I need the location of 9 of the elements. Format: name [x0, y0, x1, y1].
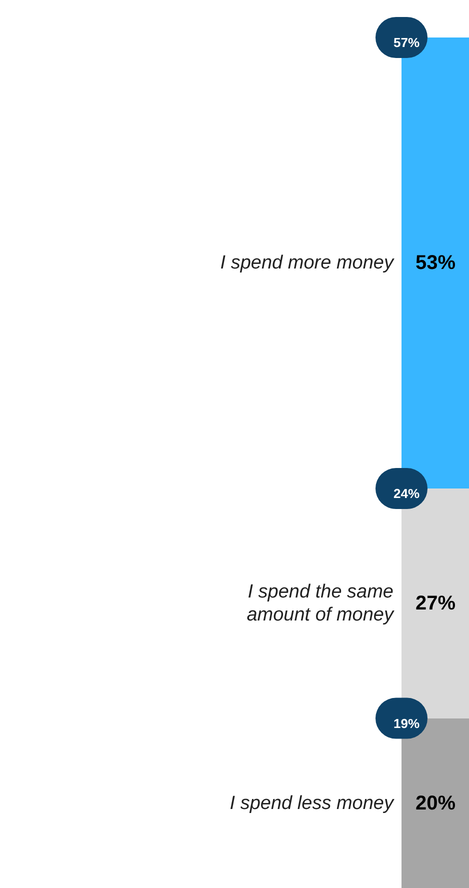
data-label: 27%: [415, 592, 456, 614]
series-label: I spend less money: [230, 792, 395, 814]
annotation: 19%: [393, 716, 420, 731]
annotation: 57%: [393, 35, 420, 50]
annotation: 24%: [393, 486, 420, 502]
series-label: I spend the same amount of money: [246, 581, 395, 626]
data-label: 20%: [415, 792, 456, 814]
series-label: I spend more money: [220, 252, 395, 274]
data-label: 53%: [415, 252, 456, 274]
